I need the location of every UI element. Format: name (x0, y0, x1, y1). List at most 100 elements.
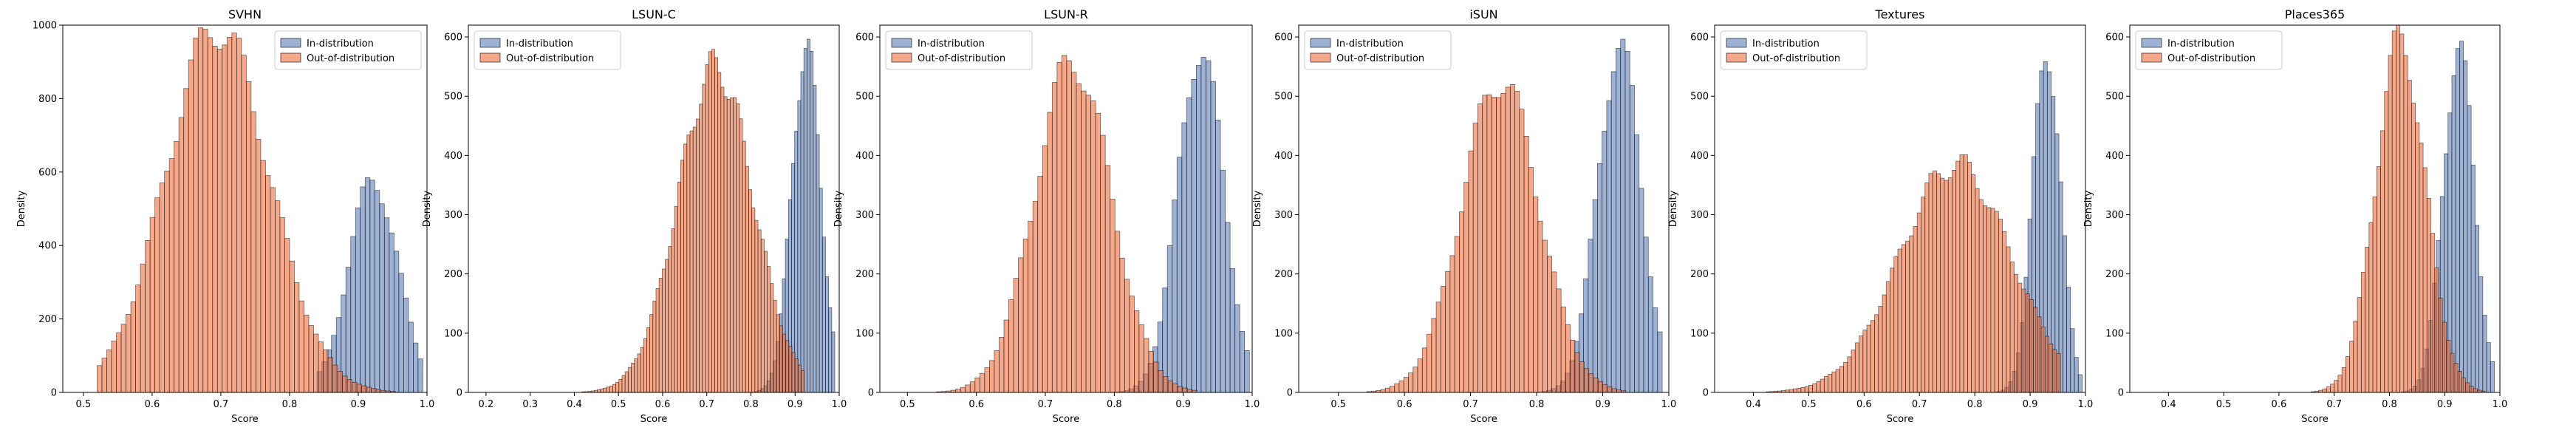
histogram-bar (298, 300, 304, 392)
legend-label: In-distribution (1336, 38, 1404, 50)
histogram-bar (2459, 41, 2464, 392)
legend-swatch-in-distribution (891, 38, 912, 48)
histogram-bar (1890, 268, 1895, 392)
histogram-bar (791, 352, 796, 392)
x-tick-label: 1.0 (1245, 399, 1260, 410)
histogram-bar (371, 388, 377, 392)
histogram-bar (1066, 60, 1072, 392)
histogram-bar (2380, 130, 2385, 392)
x-axis-label: Score (2301, 414, 2328, 425)
histogram-bar (1924, 182, 1930, 392)
histogram-bar (1394, 383, 1400, 392)
histogram-bar (2322, 388, 2327, 392)
histogram-bar (1200, 57, 1206, 392)
histogram-bar (2070, 328, 2075, 392)
histogram-bar (2056, 352, 2061, 392)
histogram-bar (294, 282, 300, 392)
histogram-bar (671, 228, 675, 392)
y-tick-label: 100 (2105, 328, 2124, 339)
histogram-bar (1403, 377, 1409, 392)
histogram-bar (618, 378, 623, 392)
histogram-bar (2345, 356, 2351, 392)
histogram-bar (412, 342, 419, 392)
histogram-bar (1042, 145, 1048, 392)
histogram-bar (1971, 174, 1976, 392)
legend-label: Out-of-distribution (1752, 53, 1840, 64)
histogram-bar (379, 203, 385, 392)
histogram-bar (2357, 297, 2362, 392)
y-tick-label: 200 (38, 314, 57, 325)
histogram-bar (2029, 299, 2034, 392)
legend-swatch-in-distribution (1310, 38, 1331, 48)
in-distribution-series (1118, 57, 1250, 392)
histogram-bar (1647, 276, 1653, 392)
histogram-bar (979, 372, 985, 392)
histogram-bar (202, 29, 208, 392)
histogram-bar (1835, 369, 1840, 392)
histogram-bar (1606, 100, 1612, 392)
chart-panel: 0.5 0.6 0.7 0.8 0.9 1.0 0 100 200 300 400 500 600 iSU… (1252, 7, 1676, 425)
histogram-bar (1792, 388, 1798, 392)
histogram-bar (1866, 324, 1871, 392)
histogram-bar (627, 367, 632, 392)
histogram-bar (318, 341, 324, 392)
histogram-bar (236, 38, 242, 392)
histogram-bar (1167, 381, 1174, 392)
histogram-bar (1514, 90, 1520, 392)
histogram-bar (356, 384, 363, 392)
legend: In-distribution Out-of-distribution (1304, 30, 1452, 70)
x-tick-label: 1.0 (420, 399, 435, 410)
histogram-bar (1616, 389, 1622, 392)
x-axis-label: Score (1053, 414, 1079, 425)
histogram-bar (2455, 48, 2460, 392)
histogram-bar (304, 314, 310, 392)
histogram-bar (327, 357, 333, 392)
histogram-bar (1172, 200, 1178, 392)
histogram-bar (821, 236, 826, 392)
histogram-bar (1210, 81, 1216, 392)
histogram-bar (665, 259, 669, 392)
y-tick-label: 300 (1274, 210, 1293, 221)
histogram-bar (677, 182, 681, 392)
histogram-bar (2391, 30, 2396, 392)
histogram-bar (2044, 335, 2049, 392)
y-tick-label: 0 (2118, 388, 2124, 399)
histogram-bar (655, 288, 660, 392)
histogram-bar (603, 387, 607, 392)
y-axis-label: Density (422, 190, 433, 227)
histogram-bar (600, 388, 604, 392)
histogram-bar (2426, 198, 2431, 392)
histogram-bar (1584, 368, 1590, 392)
x-tick-label: 0.7 (213, 399, 229, 410)
legend: In-distribution Out-of-distribution (1720, 30, 1868, 70)
histogram-bar (776, 314, 780, 392)
histogram-bar (2353, 321, 2358, 392)
histogram-bar (1546, 256, 1553, 392)
y-tick-label: 200 (855, 269, 874, 280)
legend: In-distribution Out-of-distribution (2135, 30, 2283, 70)
histogram-bar (683, 143, 688, 392)
histogram-bar (788, 346, 793, 392)
legend-box (474, 30, 621, 70)
histogram-bar (1509, 84, 1515, 392)
histogram-bar (2473, 388, 2478, 392)
histogram-bar (159, 183, 165, 392)
y-tick-label: 200 (1690, 269, 1709, 280)
histogram-bar (323, 349, 329, 392)
histogram-bar (994, 350, 1000, 392)
x-tick-label: 0.7 (1038, 399, 1053, 410)
x-tick-label: 0.8 (743, 399, 759, 410)
histogram-bar (1129, 296, 1135, 392)
x-tick-label: 0.4 (567, 399, 582, 410)
histogram-bar (760, 239, 765, 392)
histogram-bar (1008, 299, 1014, 392)
histogram-bar (816, 134, 820, 392)
histogram-bar (1144, 338, 1149, 392)
y-tick-label: 0 (1287, 388, 1293, 399)
histogram-bar (1239, 330, 1246, 392)
histogram-bar (1597, 381, 1603, 392)
histogram-bar (366, 386, 372, 392)
y-tick-label: 1000 (33, 21, 57, 32)
histogram-bar (1551, 271, 1557, 392)
legend-swatch-in-distribution (280, 38, 301, 48)
